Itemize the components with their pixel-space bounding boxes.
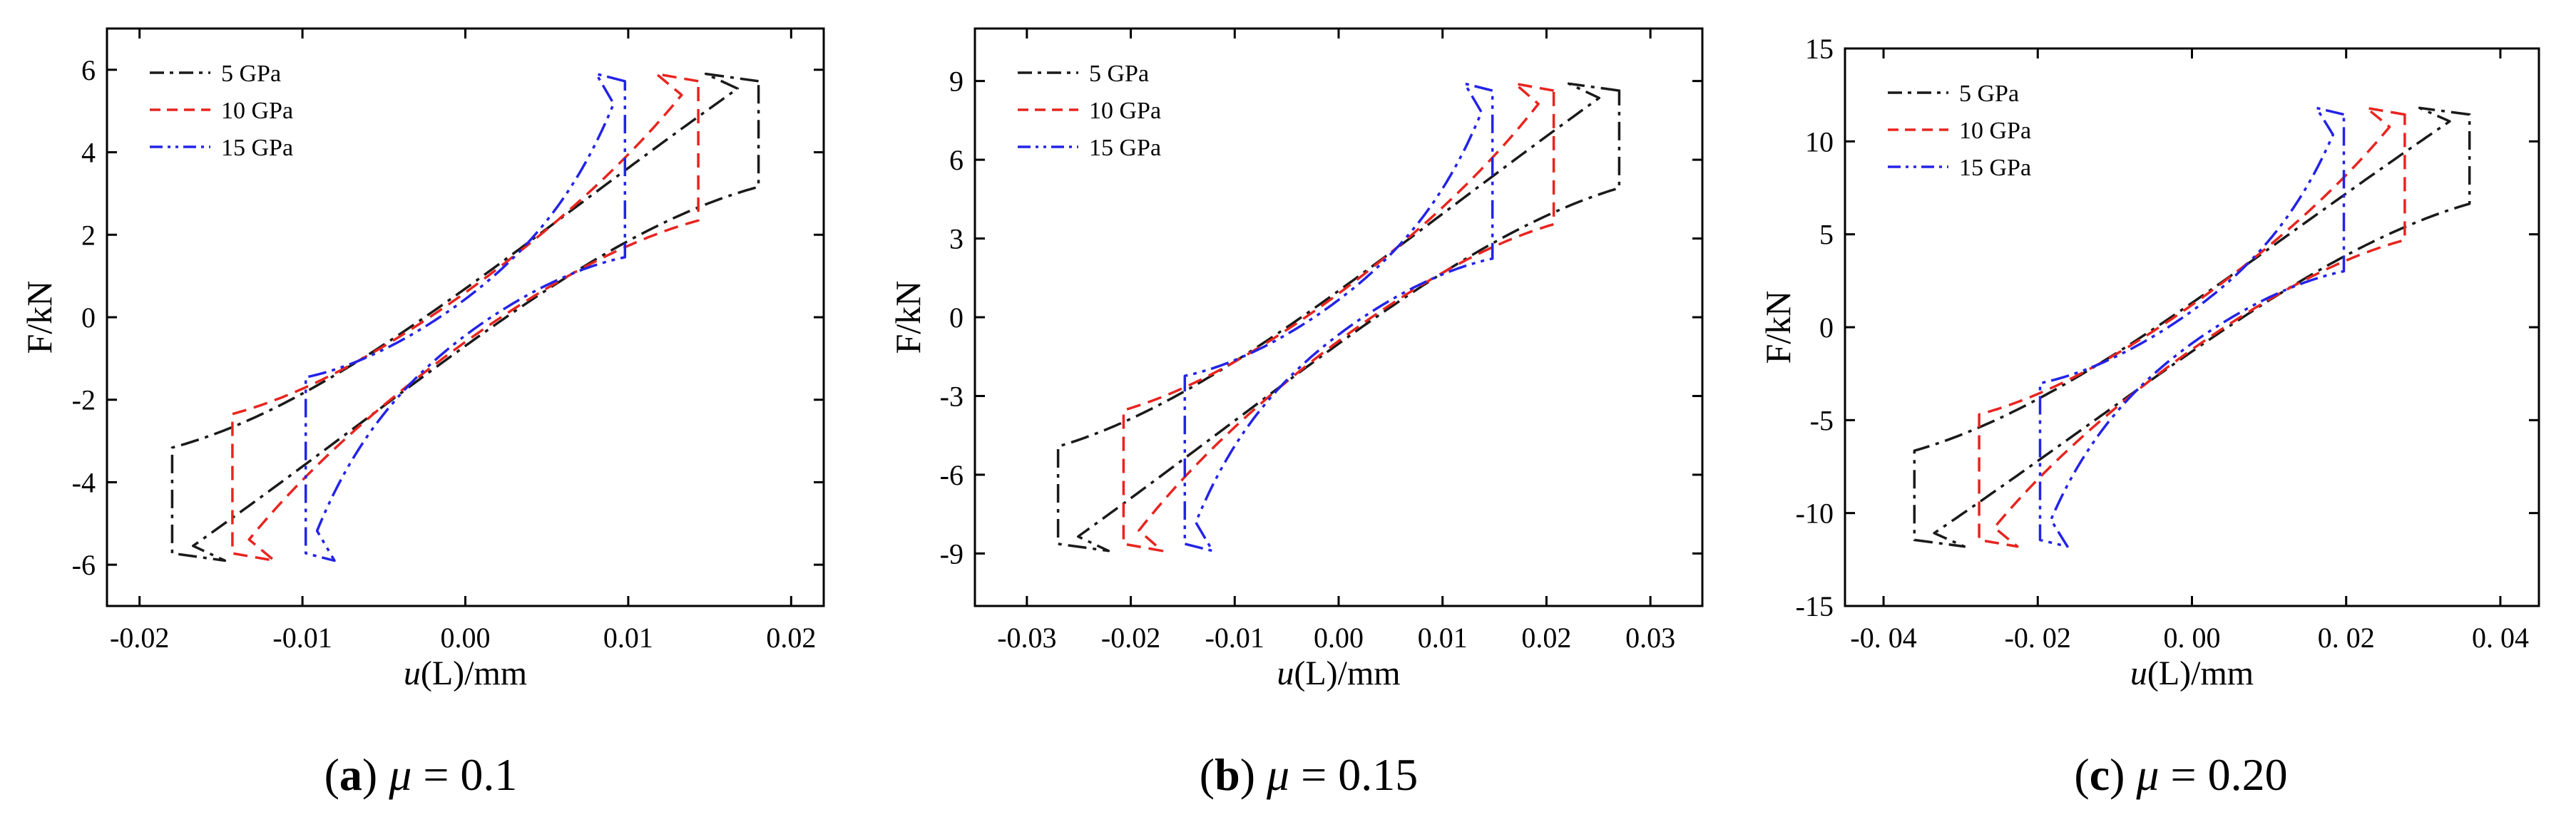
series-loop-3 xyxy=(2038,106,2346,548)
series-loop-1 xyxy=(170,72,760,562)
y-tick-label: -6 xyxy=(72,549,96,581)
x-tick-label: -0.03 xyxy=(997,622,1056,654)
y-tick-label: -4 xyxy=(72,466,96,498)
legend-label-1: 5 GPa xyxy=(1959,81,2019,107)
chart-panel-c: -0. 04 -0. 02 0. 00 0. 02 0. 04 -15 -10 -5 0 5 10 1… xyxy=(1758,33,2540,692)
x-tick-label: -0.02 xyxy=(110,622,169,654)
x-tick-label: -0.02 xyxy=(1101,622,1160,654)
y-tick-label: -15 xyxy=(1796,590,1834,622)
y-tick-label: -6 xyxy=(940,459,964,491)
y-tick-label: 5 xyxy=(1819,219,1834,251)
legend-label-3: 15 GPa xyxy=(221,135,293,161)
y-tick-label: 0 xyxy=(949,302,964,334)
series-loop-2 xyxy=(1122,82,1555,553)
y-axis-title: F/kN xyxy=(888,281,928,354)
x-tick-label: 0.01 xyxy=(603,622,653,654)
x-tick-label: 0.00 xyxy=(441,622,491,654)
chart-panel-a: -0.02 -0.01 0.00 0.01 0.02 -6 -4 -2 0 2 4 6 u(L)/mm F… xyxy=(19,27,825,692)
x-tick-label: -0.01 xyxy=(1205,622,1264,654)
x-tick-label: -0. 02 xyxy=(2005,622,2071,654)
legend-label-2: 10 GPa xyxy=(1089,98,1161,124)
x-tick-label: 0.03 xyxy=(1625,622,1675,654)
x-tick-label: 0. 04 xyxy=(2472,622,2529,654)
panel-caption-b: (b) μ = 0.15 xyxy=(1200,749,1418,800)
y-tick-label: 15 xyxy=(1805,33,1834,65)
x-tick-label: -0. 04 xyxy=(1850,622,1916,654)
panel-caption-c: (c) μ = 0.20 xyxy=(2074,749,2287,800)
series-loop-3 xyxy=(1183,82,1494,553)
legend: 5 GPa 10 GPa 15 GPa xyxy=(1888,81,2031,181)
legend-label-1: 5 GPa xyxy=(221,61,281,87)
legend: 5 GPa 10 GPa 15 GPa xyxy=(150,61,293,161)
y-tick-label: -10 xyxy=(1796,498,1834,530)
x-tick-label: -0.01 xyxy=(272,622,332,654)
series-loop-3 xyxy=(304,72,627,562)
y-tick-label: 4 xyxy=(81,137,96,169)
plot-frame xyxy=(106,27,825,607)
x-axis-title: u(L)/mm xyxy=(2130,654,2254,692)
legend-label-1: 5 GPa xyxy=(1089,61,1149,87)
y-tick-label: 0 xyxy=(1819,312,1834,344)
y-tick-label: -9 xyxy=(940,538,964,570)
legend-label-2: 10 GPa xyxy=(221,98,293,124)
x-tick-label: 0.02 xyxy=(766,622,816,654)
legend: 5 GPa 10 GPa 15 GPa xyxy=(1018,61,1161,161)
y-tick-label: -2 xyxy=(72,384,96,416)
y-axis-title: F/kN xyxy=(19,281,59,354)
plot-frame xyxy=(973,27,1704,607)
panel-caption-a: (a) μ = 0.1 xyxy=(324,749,518,800)
x-tick-label: 0.02 xyxy=(1521,622,1571,654)
y-tick-label: -5 xyxy=(1810,404,1834,436)
y-tick-label: 3 xyxy=(949,223,964,255)
legend-label-3: 15 GPa xyxy=(1089,135,1161,161)
x-tick-label: 0.00 xyxy=(1314,622,1364,654)
y-tick-label: 2 xyxy=(81,219,96,251)
x-tick-label: 0.01 xyxy=(1418,622,1468,654)
y-tick-label: 10 xyxy=(1805,125,1834,158)
y-tick-label: 6 xyxy=(949,144,964,176)
y-tick-label: 9 xyxy=(949,66,964,98)
x-tick-label: 0. 02 xyxy=(2318,622,2375,654)
x-axis-title: u(L)/mm xyxy=(404,654,527,692)
series-loop-2 xyxy=(1978,106,2406,548)
x-tick-label: 0. 00 xyxy=(2164,622,2221,654)
legend-label-3: 15 GPa xyxy=(1959,155,2031,181)
x-axis-title: u(L)/mm xyxy=(1277,654,1400,692)
y-tick-label: 6 xyxy=(81,54,96,86)
y-tick-label: 0 xyxy=(81,302,96,334)
series-loop-2 xyxy=(231,72,700,562)
y-axis-title: F/kN xyxy=(1758,291,1798,364)
y-tick-label: -3 xyxy=(940,380,964,412)
plot-frame xyxy=(1844,47,2540,607)
legend-label-2: 10 GPa xyxy=(1959,118,2031,144)
chart-panel-b: -0.03 -0.02 -0.01 0.00 0.01 0.02 0.03 -9 -6 -3 0 3 6… xyxy=(888,27,1704,692)
